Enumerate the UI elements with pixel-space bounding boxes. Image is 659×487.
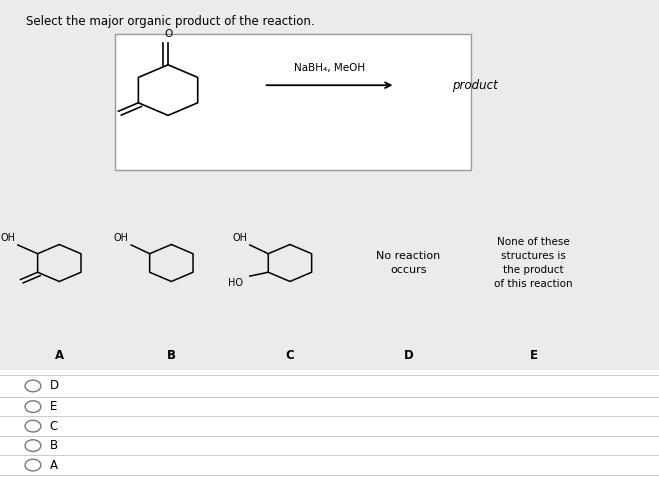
Text: D: D xyxy=(49,379,59,393)
Text: NaBH₄, MeOH: NaBH₄, MeOH xyxy=(294,63,365,73)
Text: E: E xyxy=(530,349,538,362)
Text: product: product xyxy=(451,79,498,92)
Text: C: C xyxy=(49,420,58,432)
Text: OH: OH xyxy=(0,232,15,243)
Text: A: A xyxy=(55,349,64,362)
Text: OH: OH xyxy=(113,232,129,243)
Text: C: C xyxy=(285,349,295,362)
Bar xyxy=(0,370,659,487)
Text: Select the major organic product of the reaction.: Select the major organic product of the … xyxy=(26,16,315,28)
Text: O: O xyxy=(164,29,172,39)
Text: B: B xyxy=(49,439,57,452)
Bar xyxy=(115,34,471,170)
Text: No reaction
occurs: No reaction occurs xyxy=(376,251,441,275)
Text: None of these
structures is
the product
of this reaction: None of these structures is the product … xyxy=(494,237,573,289)
Text: HO: HO xyxy=(228,278,243,288)
Text: OH: OH xyxy=(232,232,247,243)
Text: E: E xyxy=(49,400,57,413)
Text: B: B xyxy=(167,349,176,362)
Text: D: D xyxy=(404,349,413,362)
Text: A: A xyxy=(49,459,57,471)
